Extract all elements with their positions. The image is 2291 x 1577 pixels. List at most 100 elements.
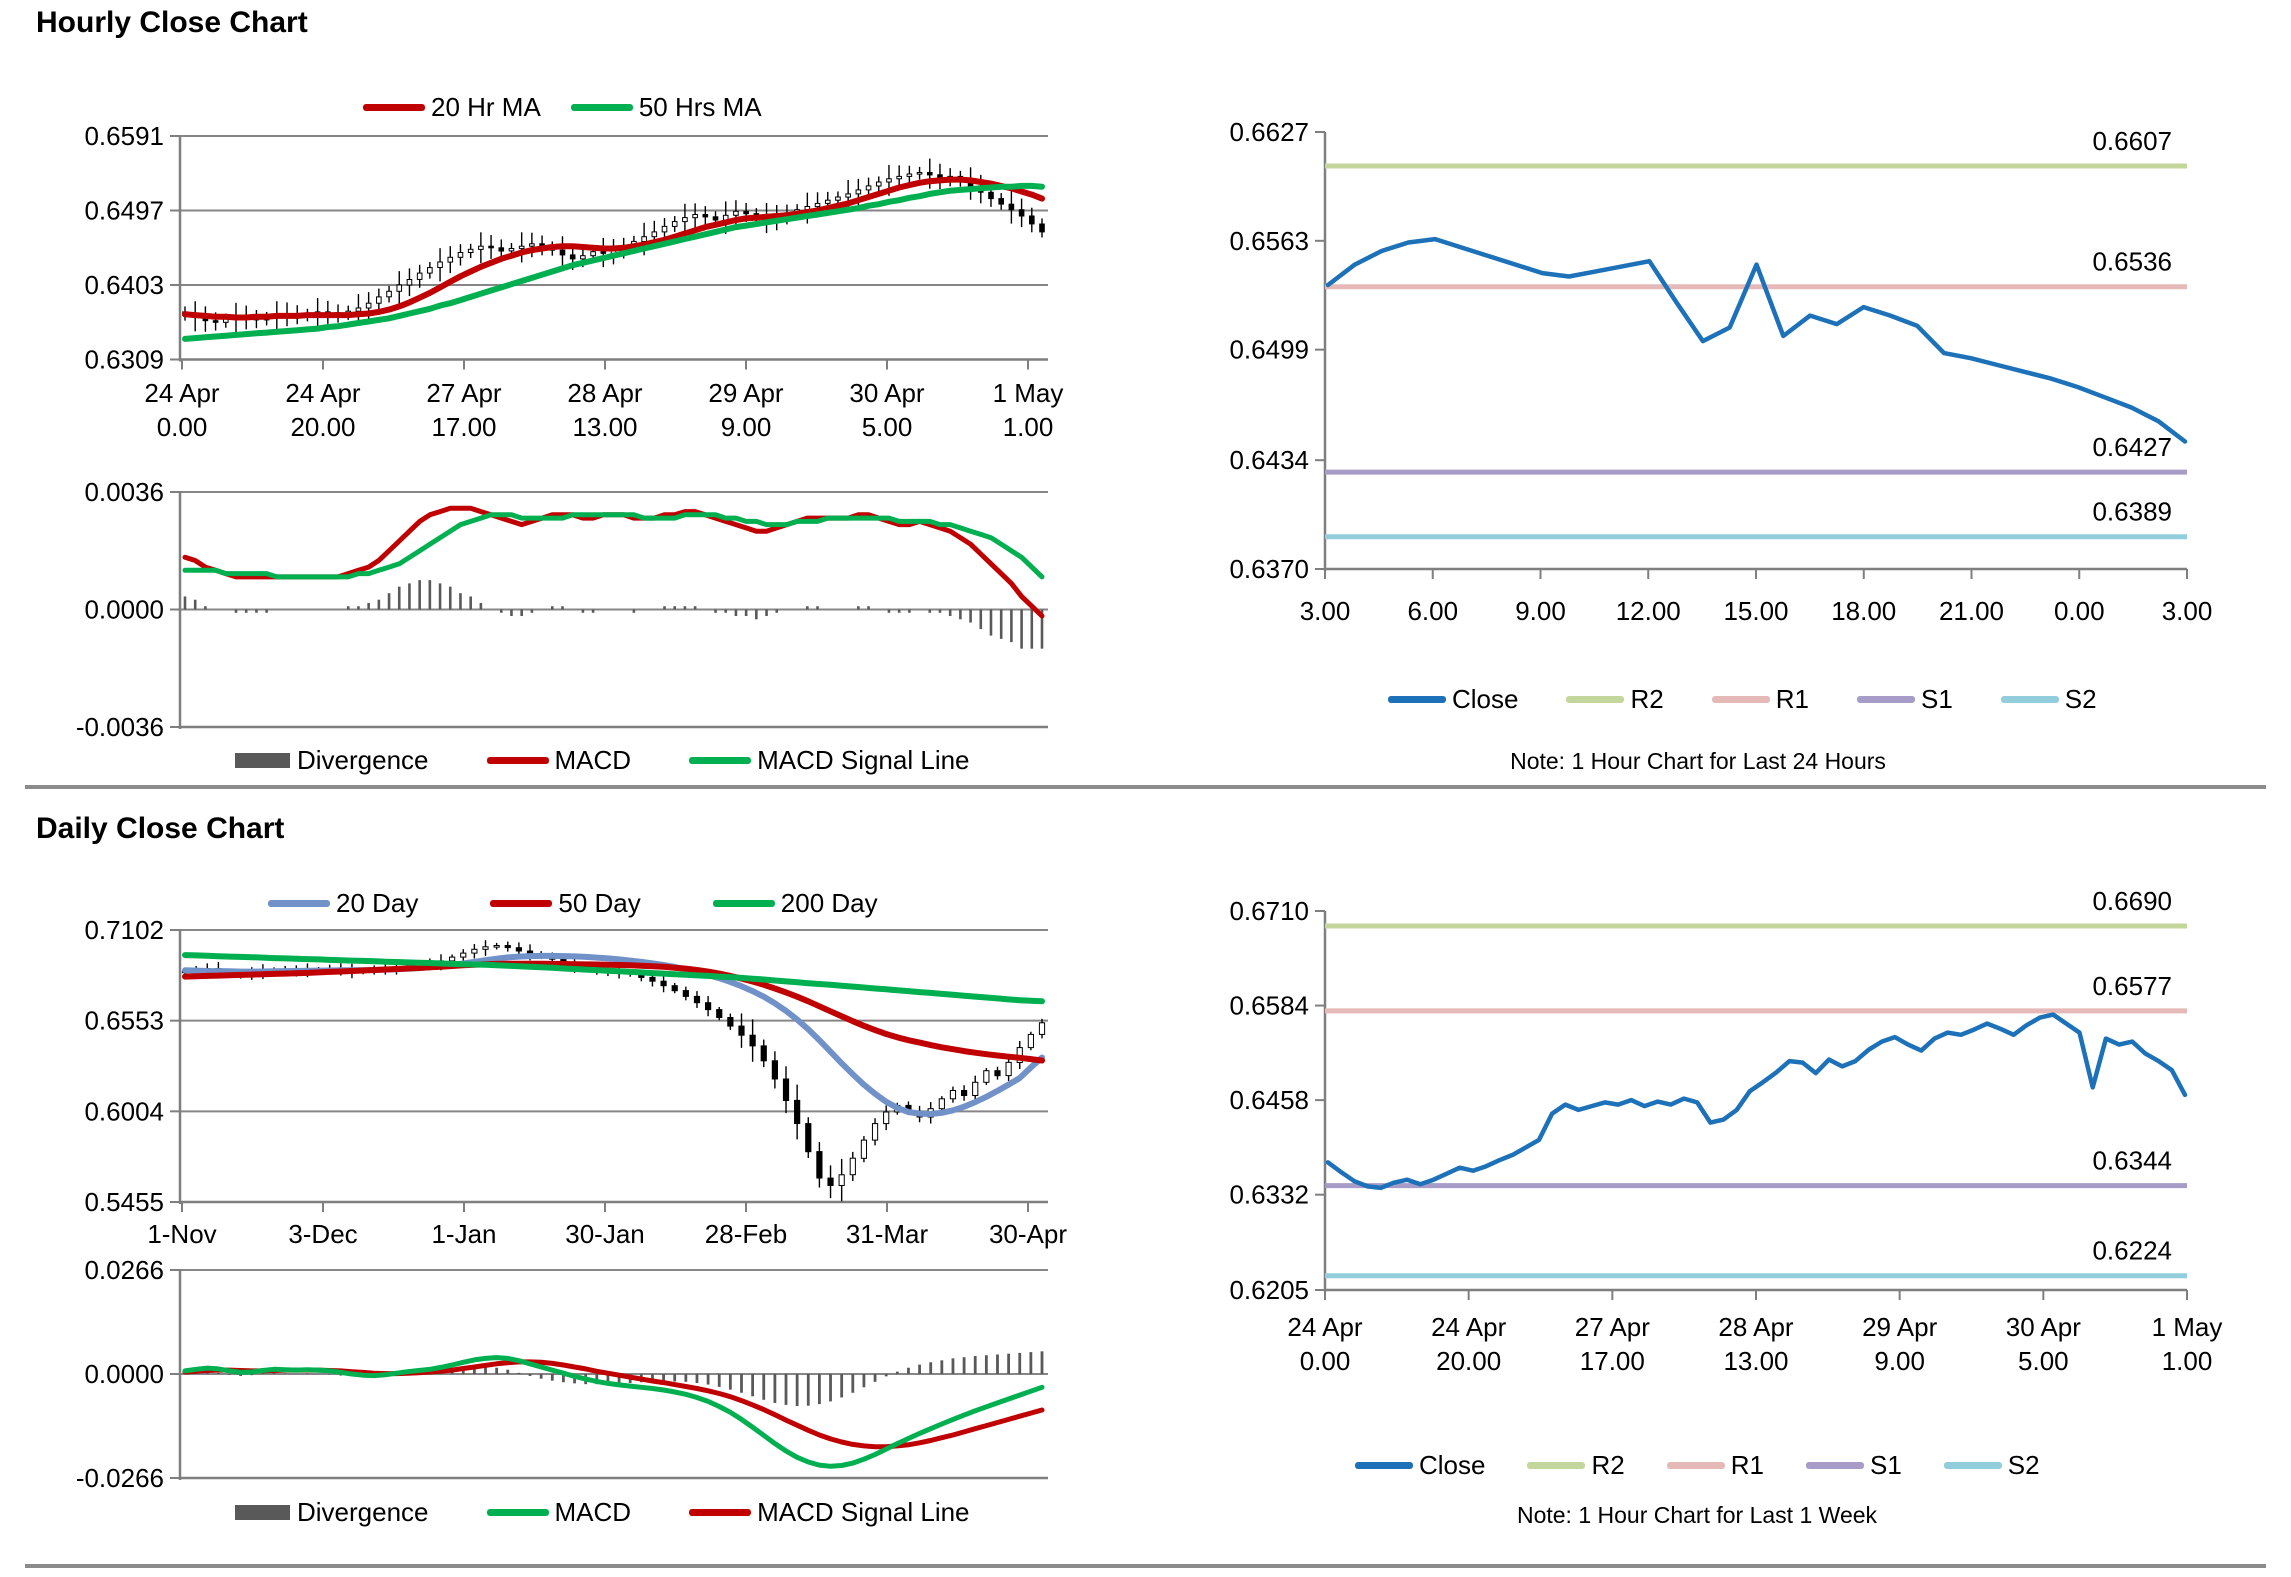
legend-label: MACD: [554, 745, 632, 775]
legend-label: 50 Hrs MA: [638, 92, 762, 122]
candle-body: [702, 214, 709, 218]
candle-body: [661, 225, 668, 233]
daily-ma-legend: 20 Day 50 Day 200 Day: [268, 888, 878, 919]
y-tick-label: 0.0000: [84, 1359, 164, 1389]
ma20-line: [182, 176, 1045, 321]
legend-label: Divergence: [297, 745, 429, 775]
candle-body: [467, 248, 474, 254]
candle-body: [865, 185, 872, 191]
candle-body: [649, 976, 656, 982]
candle-body: [692, 214, 698, 219]
candle-body: [671, 985, 678, 992]
legend-item-ma50: 50 Hrs MA: [570, 92, 762, 123]
candle-body: [457, 252, 464, 258]
candle-body: [660, 980, 667, 987]
x-tick-label: 17.00: [1580, 1346, 1645, 1376]
x-tick-label: 9.00: [721, 412, 772, 442]
x-tick-label: 13.00: [1723, 1346, 1788, 1376]
x-tick-label: 24 Apr: [285, 378, 361, 408]
ma20-line-swatch: [363, 104, 425, 111]
candle-body: [972, 1081, 979, 1097]
candle-body: [716, 1009, 723, 1018]
legend-label: R2: [1591, 1450, 1625, 1480]
x-tick-label: 30-Apr: [989, 1219, 1067, 1249]
x-tick-label: 12.00: [1616, 596, 1681, 626]
y-tick-label: 0.6434: [1229, 445, 1309, 475]
candle-body: [896, 175, 902, 180]
y-tick-label: 0.6553: [84, 1006, 164, 1036]
close-line-swatch: [1355, 1462, 1413, 1469]
y-tick-label: 0.6499: [1229, 335, 1309, 365]
y-tick-label: 0.0036: [84, 477, 164, 507]
x-tick-label: 1-Jan: [431, 1219, 496, 1249]
legend-label: 50 Day: [558, 888, 641, 918]
candle-body: [590, 251, 596, 257]
legend-item-divergence: Divergence: [235, 745, 429, 776]
x-tick-label: 1 May: [2152, 1312, 2223, 1342]
legend-label: S2: [2064, 684, 2097, 714]
candle-body: [488, 245, 494, 249]
legend-label: S1: [1869, 1450, 1902, 1480]
x-tick-label: 24 Apr: [144, 378, 220, 408]
candle-body: [816, 1151, 823, 1179]
macd-signal-line: [182, 512, 1045, 580]
candle-body: [396, 284, 403, 292]
y-tick-label: 0.6710: [1229, 896, 1309, 926]
candle-body: [814, 202, 821, 208]
ma50-line: [182, 182, 1045, 342]
x-tick-label: 3.00: [1300, 596, 1351, 626]
candle-body: [406, 279, 413, 286]
candle-body: [1039, 223, 1045, 233]
macd-signal-line-swatch: [689, 757, 752, 764]
section-divider: [25, 785, 2266, 789]
candle-body: [355, 307, 362, 312]
legend-label: R1: [1775, 684, 1809, 714]
x-tick-label: 20.00: [1436, 1346, 1501, 1376]
candle-body: [860, 1139, 868, 1159]
candle-body: [416, 272, 423, 280]
candle-body: [376, 296, 382, 304]
macd-line: [182, 1355, 1045, 1469]
candle-body: [504, 945, 511, 949]
candle-body: [771, 1060, 778, 1080]
candle-body: [1005, 1061, 1012, 1077]
legend-label: Close: [1419, 1450, 1486, 1480]
x-tick-label: 27 Apr: [426, 378, 502, 408]
legend-item-r1: R1: [1711, 684, 1809, 715]
macd-line: [182, 505, 1045, 619]
candle-body: [365, 302, 372, 309]
r1-line-swatch: [1666, 1462, 1725, 1469]
candle-body: [427, 267, 433, 274]
legend-label: Divergence: [297, 1497, 429, 1527]
macd-line-swatch: [486, 1509, 549, 1516]
daily-section-title: Daily Close Chart: [36, 812, 285, 845]
candle-body: [447, 256, 454, 263]
legend-item-macd-d: MACD: [486, 1497, 631, 1528]
x-tick-label: 9.00: [1515, 596, 1566, 626]
legend-label: MACD Signal Line: [757, 1497, 970, 1527]
candle-body: [727, 1017, 734, 1027]
y-tick-label: 0.0266: [84, 1255, 164, 1285]
s1-level-label: 0.6427: [2092, 432, 2172, 462]
r2-level-label: 0.6607: [2092, 126, 2172, 156]
x-tick-label: 30 Apr: [2006, 1312, 2082, 1342]
x-tick-label: 5.00: [862, 412, 913, 442]
candle-body: [782, 1078, 790, 1101]
candle-body: [471, 948, 478, 954]
x-tick-label: 5.00: [2018, 1346, 2069, 1376]
candle-body: [733, 210, 739, 216]
s2-line-swatch: [1943, 1462, 2002, 1469]
x-tick-label: 30 Apr: [849, 378, 925, 408]
candle-body: [824, 199, 831, 204]
candle-body: [651, 231, 658, 238]
legend-item-r2-d: R2: [1527, 1450, 1625, 1481]
ma200-day-line: [182, 952, 1045, 1005]
x-tick-label: 31-Mar: [846, 1219, 929, 1249]
candle-body: [386, 290, 392, 298]
s1-line-swatch: [1856, 696, 1915, 703]
x-tick-label: 3.00: [2162, 596, 2213, 626]
candle-body: [705, 1002, 712, 1011]
candle-body: [671, 221, 678, 227]
x-tick-label: 9.00: [1874, 1346, 1925, 1376]
